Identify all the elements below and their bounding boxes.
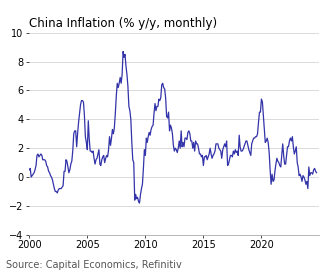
Text: China Inflation (% y/y, monthly): China Inflation (% y/y, monthly): [29, 17, 217, 30]
Text: Source: Capital Economics, Refinitiv: Source: Capital Economics, Refinitiv: [6, 260, 182, 270]
